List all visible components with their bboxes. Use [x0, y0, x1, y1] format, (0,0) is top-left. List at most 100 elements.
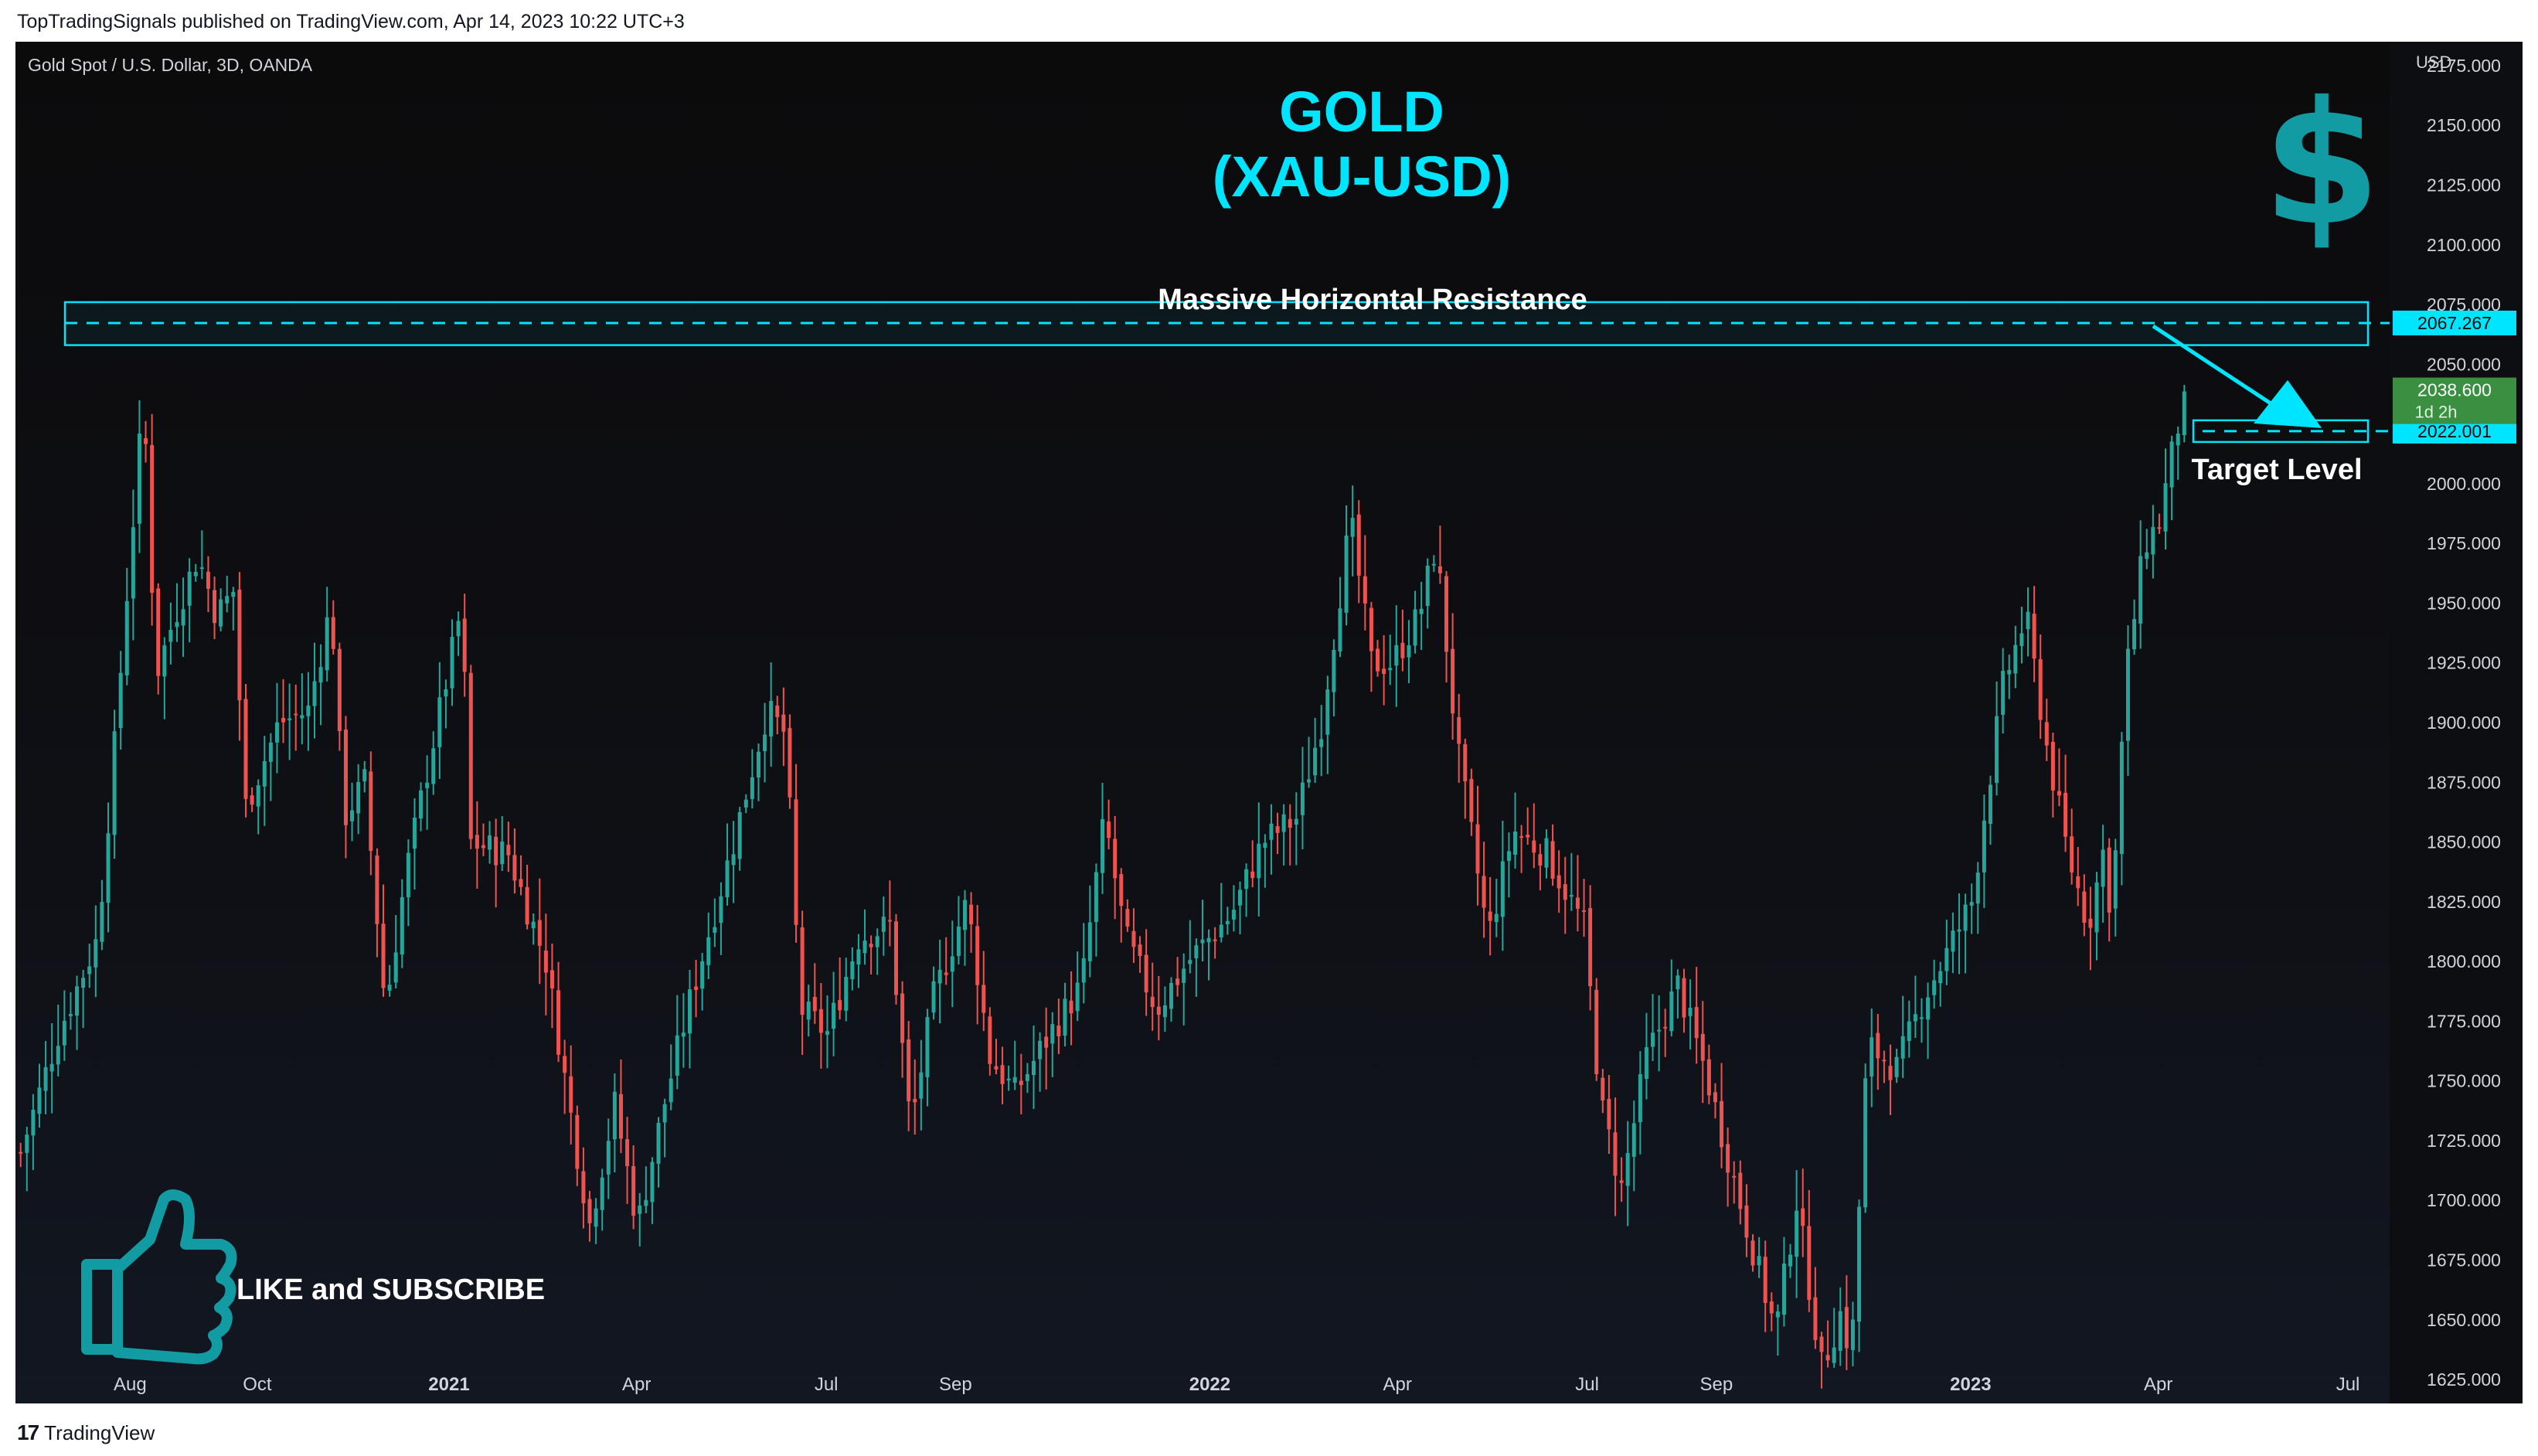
candle-body — [800, 927, 805, 1015]
candle-body — [1119, 874, 1124, 907]
candle-body — [1907, 1021, 1911, 1041]
candle-body — [281, 717, 286, 723]
candle-body — [788, 727, 792, 798]
candle-body — [1619, 1180, 1624, 1183]
resistance-label: Massive Horizontal Resistance — [1158, 284, 1587, 316]
candle-body — [1006, 1078, 1011, 1081]
candle-body — [1795, 1210, 1799, 1257]
candle-body — [387, 985, 392, 991]
candle-body — [494, 836, 498, 866]
candle-body — [812, 996, 817, 1012]
candle-body — [669, 1078, 673, 1103]
candle-body — [631, 1165, 636, 1216]
y-tick-label: 1725.000 — [2427, 1131, 2501, 1151]
price-chart[interactable]: 2175.0002150.0002125.0002100.0002075.000… — [15, 42, 2523, 1403]
candle-body — [193, 571, 198, 577]
candle-body — [662, 1104, 667, 1123]
candle-body — [825, 1031, 829, 1035]
candle-body — [1219, 924, 1223, 937]
candle-body — [1038, 1040, 1043, 1060]
candle-body — [37, 1087, 42, 1114]
candle-body — [982, 985, 986, 1013]
candle-body — [1413, 609, 1417, 646]
candle-body — [1732, 1175, 1737, 1178]
candle-body — [956, 926, 961, 956]
x-tick-label: Jul — [2336, 1374, 2360, 1395]
x-tick-label: Aug — [114, 1374, 147, 1395]
candle-body — [794, 799, 798, 925]
candle-body — [1669, 992, 1674, 1032]
candle-body — [2138, 556, 2143, 624]
candle-body — [1694, 1007, 1699, 1039]
candle-body — [419, 790, 424, 819]
candle-body — [1882, 1060, 1886, 1062]
candle-body — [2119, 741, 2124, 855]
candle-body — [1394, 645, 1399, 666]
candle-body — [781, 714, 786, 732]
candle-body — [369, 771, 373, 852]
candle-body — [1019, 1080, 1023, 1086]
price-axis-panel — [2390, 42, 2523, 1403]
candle-body — [1775, 1311, 1780, 1318]
candle-body — [1150, 996, 1155, 1008]
candle-body — [1131, 930, 1136, 947]
candle-body — [706, 937, 711, 965]
candle-body — [1975, 873, 1980, 904]
like-subscribe-text: LIKE and SUBSCRIBE — [236, 1274, 545, 1306]
candle-body — [644, 1199, 648, 1206]
candle-body — [769, 700, 774, 737]
candle-body — [381, 924, 386, 988]
candle-body — [144, 437, 148, 444]
thumbs-up-icon — [81, 1189, 237, 1365]
tradingview-logo-icon[interactable]: 17 — [17, 1420, 39, 1444]
candle-body — [2007, 669, 2012, 675]
candle-body — [1857, 1206, 1862, 1322]
y-tick-label: 1650.000 — [2427, 1310, 2501, 1330]
candle-body — [1457, 717, 1461, 744]
candle-body — [137, 434, 141, 524]
candle-body — [844, 977, 849, 1011]
y-tick-label: 2125.000 — [2427, 175, 2501, 195]
candle-body — [1206, 937, 1211, 943]
candles-layer — [19, 385, 2186, 1389]
candle-body — [213, 590, 217, 624]
candle-body — [94, 939, 98, 968]
last-price-tag: 2038.600 — [2417, 380, 2492, 400]
candle-body — [556, 990, 561, 1055]
x-tick-label: Oct — [243, 1374, 272, 1395]
candle-body — [1888, 1066, 1893, 1080]
candle-body — [56, 1046, 60, 1065]
candle-body — [638, 1205, 642, 1214]
candle-body — [331, 617, 335, 649]
candle-body — [112, 731, 117, 835]
candle-body — [43, 1066, 48, 1091]
candle-body — [181, 609, 185, 626]
candle-body — [1407, 645, 1411, 658]
candle-body — [156, 588, 161, 676]
candle-body — [2026, 611, 2030, 630]
candle-body — [875, 936, 879, 947]
candle-body — [537, 920, 542, 946]
x-tick-label: 2021 — [428, 1374, 469, 1395]
candle-body — [725, 860, 730, 898]
candle-body — [1188, 960, 1192, 964]
chart-panel[interactable]: 2175.000 2150.000 2125.000 2100.000 2075.000… — [15, 42, 2523, 1403]
candle-body — [1319, 739, 1324, 747]
candle-body — [1938, 971, 1943, 984]
candle-body — [2057, 791, 2061, 796]
candle-body — [1294, 818, 1298, 825]
candle-body — [1982, 820, 1986, 873]
candle-body — [325, 617, 329, 671]
symbol-line[interactable]: Gold Spot / U.S. Dollar, 3D, OANDA — [28, 55, 313, 75]
candle-body — [1356, 514, 1361, 576]
candle-body — [1613, 1132, 1618, 1176]
candle-body — [1563, 884, 1567, 900]
candle-body — [1832, 1347, 1836, 1363]
candle-body — [838, 1000, 842, 1011]
candle-body — [687, 989, 692, 1034]
footer-brand[interactable]: TradingView — [44, 1420, 155, 1444]
candle-body — [1519, 836, 1524, 839]
resistance-price-tag: 2067.267 — [2417, 313, 2492, 333]
candle-body — [1463, 743, 1468, 782]
candle-body — [1663, 1026, 1668, 1029]
